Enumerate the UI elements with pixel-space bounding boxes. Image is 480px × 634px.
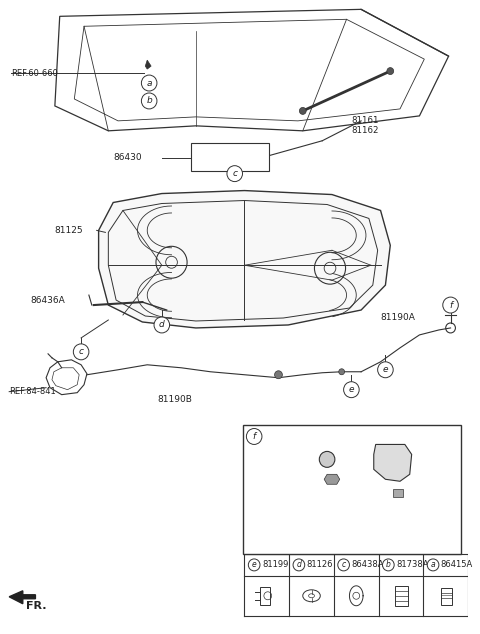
Circle shape <box>339 369 345 375</box>
Text: 1243BD: 1243BD <box>252 482 288 492</box>
Text: f: f <box>252 432 256 441</box>
Text: REF.84-841: REF.84-841 <box>9 387 56 396</box>
Circle shape <box>344 382 359 398</box>
Bar <box>260 587 270 605</box>
Polygon shape <box>98 191 390 328</box>
Text: 1243FF: 1243FF <box>252 495 285 503</box>
Text: 86436A: 86436A <box>31 295 65 304</box>
Text: 81180: 81180 <box>262 452 291 461</box>
Circle shape <box>246 429 262 444</box>
Circle shape <box>378 362 393 378</box>
Text: d: d <box>297 560 301 569</box>
Text: 81125: 81125 <box>55 226 84 235</box>
Text: 81180E: 81180E <box>412 443 446 452</box>
Polygon shape <box>324 474 340 484</box>
Circle shape <box>319 451 335 467</box>
Text: FR.: FR. <box>26 601 46 611</box>
Polygon shape <box>145 60 151 69</box>
Bar <box>441 588 452 605</box>
Polygon shape <box>9 591 36 604</box>
Text: e: e <box>252 560 256 569</box>
Circle shape <box>443 297 458 313</box>
Text: c: c <box>232 169 237 178</box>
Text: b: b <box>146 96 152 105</box>
Text: e: e <box>383 365 388 374</box>
Text: 81126: 81126 <box>307 560 333 569</box>
Polygon shape <box>374 444 412 481</box>
Circle shape <box>293 559 305 571</box>
Circle shape <box>227 165 242 181</box>
Text: 81738A: 81738A <box>396 560 429 569</box>
Bar <box>191 143 269 171</box>
Circle shape <box>383 559 394 571</box>
Circle shape <box>248 559 260 571</box>
Text: b: b <box>386 560 391 569</box>
Text: REF.60-660: REF.60-660 <box>11 68 58 77</box>
Text: 86415A: 86415A <box>441 560 473 569</box>
Text: 81161: 81161 <box>351 117 379 126</box>
Circle shape <box>275 371 282 378</box>
Bar <box>242 425 461 554</box>
Circle shape <box>387 68 394 75</box>
Text: a: a <box>431 560 435 569</box>
Bar <box>393 489 403 497</box>
Circle shape <box>142 93 157 109</box>
Bar <box>395 586 408 605</box>
Text: 81199: 81199 <box>262 560 288 569</box>
Text: 81190A: 81190A <box>381 313 415 323</box>
Circle shape <box>300 107 306 114</box>
Text: f: f <box>449 301 452 309</box>
Circle shape <box>142 75 157 91</box>
Text: e: e <box>348 385 354 394</box>
Circle shape <box>73 344 89 360</box>
Circle shape <box>338 559 349 571</box>
Circle shape <box>427 559 439 571</box>
Text: 81190B: 81190B <box>157 395 192 404</box>
Text: 86430: 86430 <box>113 153 142 162</box>
Circle shape <box>154 317 169 333</box>
Text: c: c <box>341 560 346 569</box>
Polygon shape <box>108 200 378 321</box>
Text: 81385B: 81385B <box>395 500 430 508</box>
Text: d: d <box>159 320 165 330</box>
Text: c: c <box>79 347 84 356</box>
Text: 81162: 81162 <box>351 126 379 135</box>
Text: a: a <box>146 79 152 87</box>
Text: 86438A: 86438A <box>351 560 384 569</box>
